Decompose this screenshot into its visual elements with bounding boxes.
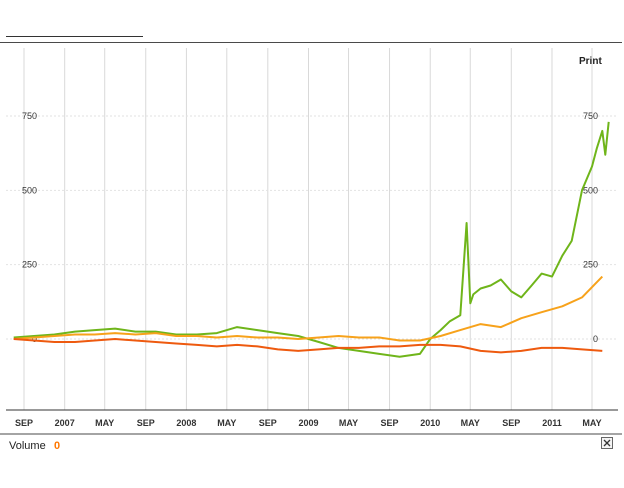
x-tick-label: MAY [339, 418, 358, 428]
x-tick-label: MAY [582, 418, 601, 428]
x-tick-label: SEP [137, 418, 155, 428]
y-axis-left: 0 250 500 750 [22, 111, 37, 344]
series-line-3 [13, 338, 603, 354]
y-tick-label-left: 0 [32, 334, 37, 344]
x-tick-label: 2010 [420, 418, 440, 428]
x-tick-label: SEP [259, 418, 277, 428]
series-line-1 [13, 121, 610, 358]
x-tick-label: MAY [217, 418, 236, 428]
x-tick-label: 2011 [542, 418, 562, 428]
close-icon [603, 439, 611, 447]
y-tick-label-left: 250 [22, 260, 37, 270]
volume-label: Volume [9, 440, 46, 452]
volume-value: 0 [54, 440, 61, 452]
y-tick-label-right: 0 [593, 334, 598, 344]
series-line-2 [13, 275, 604, 342]
chart-gridlines [6, 48, 618, 410]
x-axis: SEP 2007 MAY SEP 2008 MAY SEP 2009 MAY SEP 2010 MAY… [15, 418, 602, 428]
x-tick-label: 2009 [298, 418, 318, 428]
close-button[interactable] [601, 437, 613, 449]
y-tick-label-right: 750 [583, 111, 598, 121]
x-tick-label: MAY [461, 418, 480, 428]
header-divider [0, 42, 622, 43]
x-tick-label: SEP [15, 418, 33, 428]
x-tick-label: MAY [95, 418, 114, 428]
print-link[interactable]: Print [579, 56, 602, 67]
x-tick-label: SEP [502, 418, 520, 428]
chart-series [13, 121, 610, 358]
x-tick-label: SEP [381, 418, 399, 428]
y-tick-label-left: 750 [22, 111, 37, 121]
y-axis-right: 0 250 500 750 [583, 111, 598, 344]
title-underline [6, 36, 143, 37]
x-tick-label: 2008 [176, 418, 196, 428]
y-tick-label-left: 500 [22, 185, 37, 195]
y-tick-label-right: 500 [583, 185, 598, 195]
y-tick-label-right: 250 [583, 260, 598, 270]
x-tick-label: 2007 [55, 418, 75, 428]
